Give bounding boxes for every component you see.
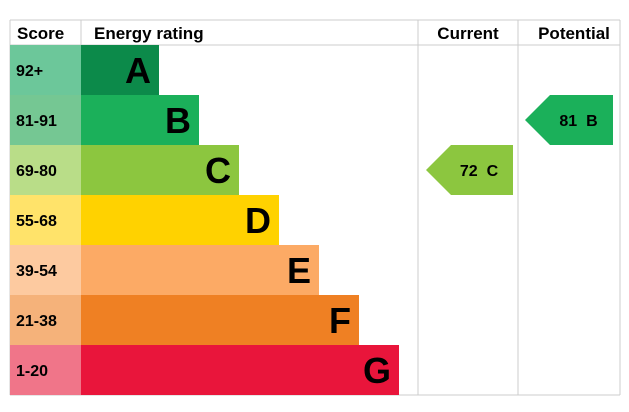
header-potential: Potential [538, 24, 610, 43]
score-label-f: 21-38 [16, 313, 57, 330]
band-letter-f: F [329, 300, 351, 341]
band-letter-c: C [205, 150, 231, 191]
band-bar-c [81, 145, 239, 195]
potential-arrow-shape [525, 95, 613, 145]
band-letter-d: D [245, 200, 271, 241]
current-arrow-shape [426, 145, 513, 195]
score-label-d: 55-68 [16, 213, 57, 230]
score-label-c: 69-80 [16, 163, 57, 180]
score-cell-f [10, 295, 81, 345]
score-cell-e [10, 245, 81, 295]
rating-bands: 92+ A 81-91 B 69-80 C 55-68 D 39-54 E 21-38 F 1-20 G [10, 45, 399, 395]
potential-rating-arrow: 81 B [525, 95, 613, 145]
score-label-b: 81-91 [16, 113, 57, 130]
band-bar-f [81, 295, 359, 345]
band-bar-b [81, 95, 199, 145]
score-cell-c [10, 145, 81, 195]
score-label-g: 1-20 [16, 363, 48, 380]
header-energy-rating: Energy rating [94, 24, 204, 43]
header-score: Score [17, 24, 64, 43]
band-bar-e [81, 245, 319, 295]
band-bar-d [81, 195, 279, 245]
header-current: Current [437, 24, 499, 43]
current-rating-arrow: 72 C [426, 145, 513, 195]
current-rating-label: 72 C [460, 163, 499, 180]
score-label-e: 39-54 [16, 263, 57, 280]
band-letter-a: A [125, 50, 151, 91]
score-cell-a [10, 45, 81, 95]
band-letter-b: B [165, 100, 191, 141]
score-label-a: 92+ [16, 63, 43, 80]
band-bar-a [81, 45, 159, 95]
score-cell-b [10, 95, 81, 145]
band-letter-g: G [363, 350, 391, 391]
potential-rating-label: 81 B [559, 113, 597, 130]
score-cell-d [10, 195, 81, 245]
band-letter-e: E [287, 250, 311, 291]
band-bar-g [81, 345, 399, 395]
score-cell-g [10, 345, 81, 395]
